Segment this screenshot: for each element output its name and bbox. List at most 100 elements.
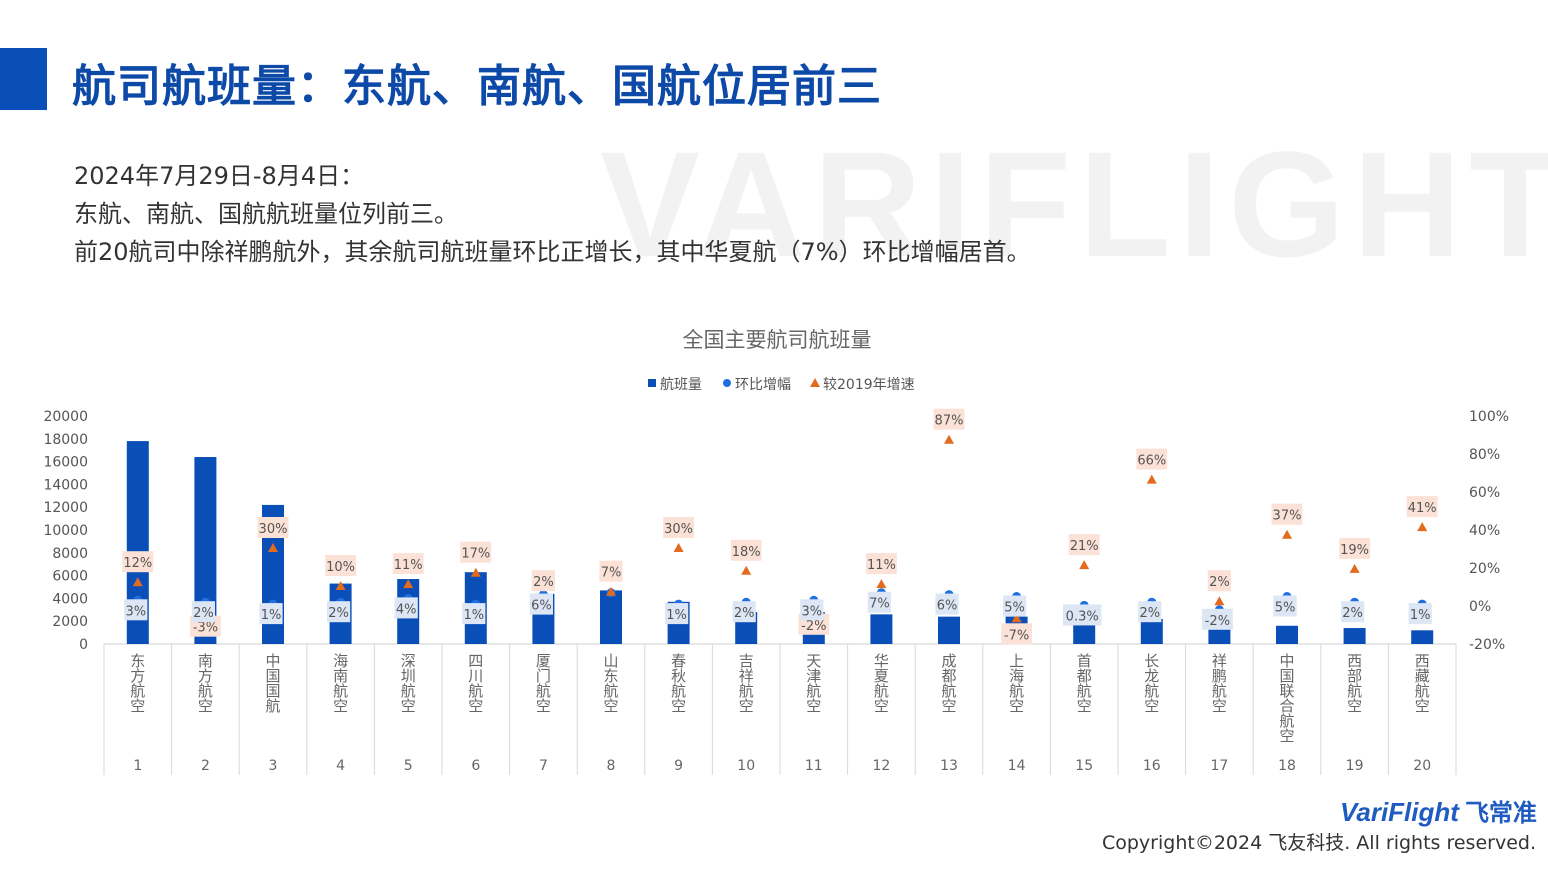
rank-label-8: 8	[607, 758, 616, 774]
mom-label-5: 4%	[396, 602, 417, 617]
vs2019-label-10: 18%	[732, 545, 761, 560]
mom-label-7-bg	[529, 593, 553, 615]
y-left-tick-label: 0	[79, 637, 88, 653]
y-right-tick-label: -20%	[1469, 637, 1505, 653]
mom-label-13-bg	[935, 593, 959, 615]
vs2019-label-3-bg	[257, 517, 289, 538]
category-label-18: 中国联合航空	[1279, 652, 1294, 745]
bar-20	[1411, 630, 1434, 644]
mom-label-4: 2%	[328, 606, 349, 621]
mom-label-5-bg	[394, 597, 418, 619]
vs2019-triangle-14	[1011, 613, 1022, 623]
bar-8	[600, 590, 622, 644]
vs2019-triangle-10	[741, 565, 752, 575]
y-left-tick-label: 8000	[52, 546, 88, 562]
category-label-1: 东方航空	[130, 652, 145, 715]
vs2019-label-1-bg	[122, 551, 154, 573]
vs2019-label-15: 21%	[1070, 539, 1099, 554]
mom-label-3: 1%	[261, 608, 282, 623]
mom-label-15-bg	[1063, 604, 1102, 626]
category-label-19: 西部航空	[1347, 652, 1362, 715]
vs2019-triangle-16	[1146, 474, 1157, 484]
mom-label-11-bg	[800, 599, 824, 621]
category-label-2: 南方航空	[198, 652, 213, 715]
vs2019-label-20: 41%	[1408, 501, 1437, 516]
rank-label-13: 13	[940, 758, 958, 774]
category-label-14: 上海航空	[1009, 652, 1024, 715]
vs2019-label-17-bg	[1207, 570, 1231, 592]
y-left-tick-label: 12000	[43, 500, 88, 516]
y-right-tick-label: 100%	[1469, 409, 1509, 425]
mom-label-2: 2%	[193, 606, 214, 621]
rank-label-3: 3	[269, 758, 278, 774]
legend-triangle-swatch	[810, 378, 820, 387]
mom-label-9: 1%	[666, 608, 687, 623]
vs2019-triangle-13	[944, 434, 954, 444]
y-right-tick-label: 0%	[1469, 599, 1491, 615]
rank-label-11: 11	[805, 758, 823, 774]
mom-label-19: 2%	[1342, 606, 1363, 621]
mom-label-2-bg	[191, 601, 215, 623]
vs2019-triangle-18	[1282, 529, 1292, 539]
mom-label-14-bg	[1003, 595, 1027, 617]
category-label-4: 海南航空	[333, 652, 348, 715]
mom-label-18: 5%	[1275, 601, 1296, 616]
category-label-15: 首都航空	[1077, 652, 1092, 715]
category-label-11: 天津航空	[806, 652, 821, 715]
legend-label-3: 较2019年增速	[823, 377, 915, 393]
mom-label-10-bg	[732, 601, 756, 623]
vs2019-label-7: 2%	[533, 575, 554, 590]
y-left-tick-label: 20000	[43, 409, 88, 425]
vs2019-label-4: 10%	[326, 560, 355, 575]
legend-dot-swatch	[723, 379, 731, 387]
y-left-tick-label: 10000	[43, 523, 88, 539]
vs2019-triangle-8	[606, 586, 616, 596]
category-label-5: 深圳航空	[401, 652, 416, 715]
mom-label-9-bg	[665, 603, 689, 625]
vs2019-label-8-bg	[599, 560, 623, 582]
vs2019-label-18: 37%	[1273, 509, 1302, 524]
vs2019-triangle-19	[1349, 563, 1360, 573]
rank-label-4: 4	[336, 758, 345, 774]
vs2019-triangle-6	[470, 567, 481, 577]
rank-label-7: 7	[539, 758, 548, 774]
mom-label-4-bg	[327, 601, 351, 623]
vs2019-triangle-3	[268, 543, 278, 552]
mom-label-1-bg	[124, 599, 148, 621]
vs2019-label-15-bg	[1068, 534, 1100, 556]
bar-12	[870, 614, 893, 644]
category-label-12: 华夏航空	[874, 652, 889, 715]
rank-label-2: 2	[201, 758, 210, 774]
mom-label-16-bg	[1138, 601, 1162, 623]
rank-label-18: 18	[1278, 758, 1296, 774]
mom-label-20: 1%	[1410, 608, 1431, 623]
rank-label-20: 20	[1413, 758, 1431, 774]
rank-label-1: 1	[133, 758, 142, 774]
chart-axes: 0200040006000800010000120001400016000180…	[43, 409, 1509, 775]
bar-19	[1343, 628, 1366, 644]
copyright: Copyright©2024 飞友科技. All rights reserved…	[1101, 832, 1536, 854]
rank-label-19: 19	[1346, 758, 1364, 774]
category-label-17: 祥鹏航空	[1212, 652, 1227, 715]
chart-title: 全国主要航司航班量	[683, 328, 872, 352]
rank-label-9: 9	[674, 758, 683, 774]
logo-text: VariFlight	[1340, 797, 1459, 827]
vs2019-label-12-bg	[866, 553, 897, 575]
category-label-8: 山东航空	[603, 652, 618, 715]
mom-label-16: 2%	[1139, 606, 1160, 621]
description-line-3: 前20航司中除祥鹏航外，其余航司航班量环比正增长，其中华夏航（7%）环比增幅居首…	[74, 238, 1031, 266]
mom-label-6: 1%	[463, 608, 484, 623]
rank-label-5: 5	[404, 758, 413, 774]
legend-bar-swatch	[648, 379, 656, 387]
vs2019-label-16-bg	[1136, 448, 1168, 470]
category-label-6: 四川航空	[468, 652, 483, 715]
category-label-16: 长龙航空	[1144, 652, 1159, 715]
vs2019-triangle-12	[876, 579, 887, 589]
vs2019-label-11: -2%	[801, 619, 826, 634]
y-right-tick-label: 20%	[1469, 561, 1500, 577]
y-right-tick-label: 60%	[1469, 485, 1500, 501]
vs2019-label-2: -3%	[193, 621, 218, 636]
rank-label-14: 14	[1008, 758, 1026, 774]
chart-legend: 航班量 环比增幅 较2019年增速	[648, 377, 915, 393]
vs2019-label-13: 87%	[935, 414, 964, 429]
